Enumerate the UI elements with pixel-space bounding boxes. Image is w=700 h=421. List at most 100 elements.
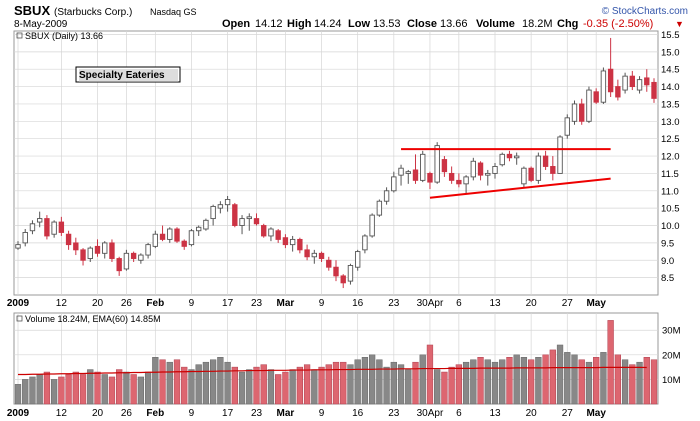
- volume-panel: 10M 20M 30M Volume 18.24M, EMA(60) 14.85M: [13, 312, 681, 405]
- candle-body: [29, 223, 36, 232]
- price-x-tick-label: 20: [526, 298, 538, 309]
- candle: [261, 223, 267, 238]
- volume-x-tick-label: 27: [562, 408, 574, 419]
- candle-body: [145, 244, 151, 256]
- candle-body: [398, 167, 404, 176]
- candle: [405, 169, 411, 184]
- price-legend: SBUX (Daily) 13.66: [16, 31, 103, 41]
- volume-bar: [462, 361, 470, 405]
- open-value: 14.12: [255, 18, 283, 30]
- volume-bar: [14, 384, 22, 405]
- candle-body: [542, 155, 549, 167]
- volume-bar: [621, 359, 629, 405]
- volume-bar: [535, 357, 542, 405]
- volume-x-tick-label: 9: [189, 408, 195, 419]
- volume-bar: [311, 369, 318, 405]
- volume-x-tick-label: 6: [456, 408, 462, 419]
- price-x-tick-label: Mar: [277, 298, 295, 309]
- volume-x-tick-label: 23: [251, 408, 263, 419]
- candle: [87, 246, 93, 262]
- candle-body: [644, 77, 650, 86]
- volume-bar: [144, 371, 152, 405]
- volume-bar: [202, 361, 210, 405]
- candle: [217, 201, 224, 214]
- candle: [253, 213, 260, 226]
- candle: [535, 152, 542, 184]
- volume-bars: [14, 320, 658, 405]
- candle-body: [210, 205, 216, 220]
- volume-bar: [484, 359, 491, 405]
- volume-bar: [195, 364, 202, 405]
- candle-body: [51, 221, 57, 235]
- volume-tick-label: 10M: [662, 375, 681, 386]
- candle: [347, 263, 354, 285]
- candle: [333, 260, 339, 282]
- volume-bar: [231, 366, 238, 405]
- candle: [239, 215, 245, 235]
- candle: [456, 173, 462, 188]
- candle-body: [268, 228, 274, 237]
- volume-bar: [368, 354, 376, 405]
- candle-body: [492, 166, 498, 174]
- volume-bar: [188, 369, 195, 405]
- candlesticks: [15, 37, 657, 289]
- open-label: Open: [222, 18, 250, 30]
- candle-body: [528, 167, 534, 181]
- candle-body: [80, 249, 86, 261]
- volume-bar: [520, 357, 528, 405]
- volume-bar: [549, 349, 556, 405]
- volume-bar: [441, 371, 448, 405]
- volume-bar: [383, 366, 390, 405]
- volume-bar: [426, 344, 434, 405]
- volume-bar: [152, 357, 159, 405]
- candle: [398, 164, 404, 186]
- candle: [412, 154, 419, 184]
- candle-body: [181, 240, 187, 247]
- candle: [391, 171, 397, 193]
- chart-date: 8-May-2009: [14, 19, 68, 30]
- candle: [210, 204, 216, 226]
- volume-x-axis: 2009 12 20 26 Feb 9 17 23 Mar 9 16 23 30Apr 6 13 20 27 Ma…: [7, 408, 606, 419]
- candle-body: [347, 265, 354, 282]
- price-tick-label: 15.0: [661, 47, 680, 58]
- candle-body: [513, 155, 520, 159]
- volume-x-tick-label: 20: [526, 408, 538, 419]
- volume-bar: [282, 371, 289, 405]
- candle-body: [427, 172, 433, 183]
- candle: [80, 248, 86, 266]
- candle-body: [246, 216, 252, 220]
- price-tick-label: 14.0: [661, 82, 680, 93]
- volume-bar: [72, 371, 79, 405]
- volume-bar: [340, 361, 347, 405]
- volume-bar: [116, 369, 123, 405]
- candle: [521, 166, 527, 188]
- candle: [470, 157, 477, 181]
- candle: [383, 187, 390, 205]
- symbol: SBUX: [14, 3, 50, 18]
- volume-bar: [87, 369, 94, 405]
- volume-bar: [650, 359, 658, 405]
- candle-body: [326, 259, 332, 268]
- candle: [542, 150, 549, 170]
- annotation-shadow: [79, 69, 178, 82]
- candle: [15, 241, 21, 250]
- candle: [579, 98, 585, 125]
- volume-x-tick-label: Mar: [277, 408, 295, 419]
- candle: [159, 225, 166, 242]
- candle: [123, 249, 130, 271]
- volume-bar: [50, 379, 58, 405]
- volume-x-tick-label: 2009: [7, 408, 30, 419]
- candle: [94, 239, 101, 257]
- price-x-tick-label: 6: [456, 298, 462, 309]
- candle-body: [304, 249, 310, 258]
- trendline: [429, 177, 611, 199]
- candle: [369, 213, 375, 238]
- price-panel: 8.5 9.0 9.5 10.0 10.5 11.0 11.5 12.0 12.5 13.0 13.…: [13, 30, 680, 296]
- volume-bar: [267, 369, 275, 405]
- candle-body: [622, 75, 628, 91]
- candle-body: [261, 225, 267, 237]
- candle-body: [232, 204, 238, 226]
- candle-body: [521, 167, 527, 185]
- candle: [513, 152, 520, 165]
